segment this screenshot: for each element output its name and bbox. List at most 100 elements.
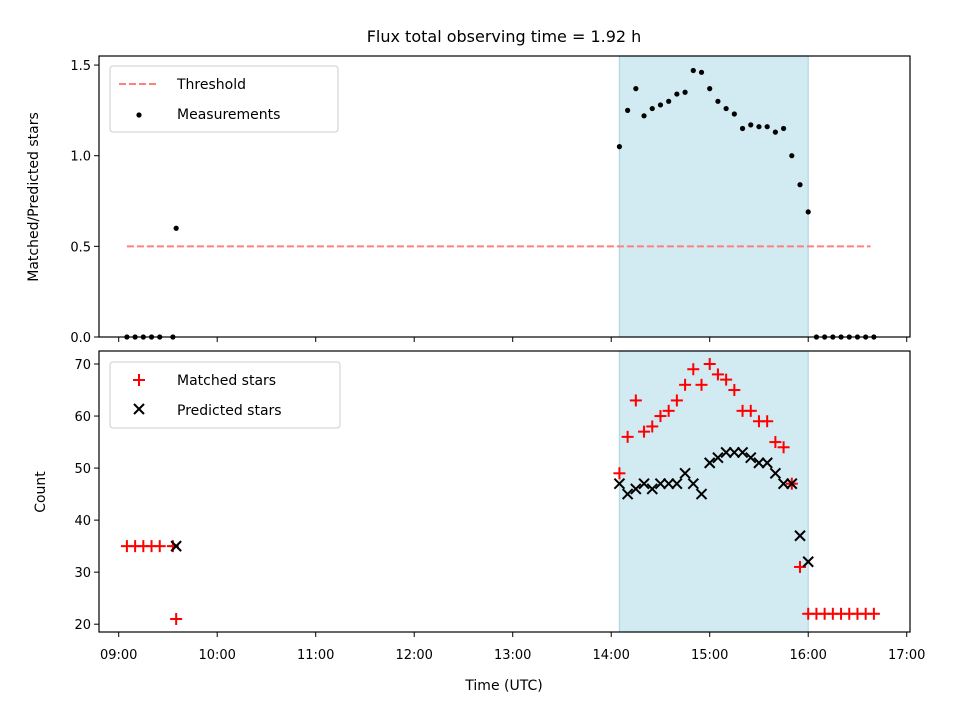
bottom-y-axis-label: Count (33, 471, 49, 513)
predicted-star-point (753, 457, 765, 469)
predicted-star-point (646, 483, 658, 495)
predicted-star-point (736, 446, 749, 459)
predicted-star-point (761, 457, 773, 469)
measurement-point (764, 124, 770, 130)
observing-window-span (618, 350, 809, 633)
top-x-ticks (118, 337, 908, 342)
legend-predicted-swatch (133, 403, 145, 415)
measurement-point (772, 129, 778, 135)
x-tick-label: 09:00 (100, 648, 137, 663)
legend-matched-label: Matched stars (177, 373, 276, 389)
measurement-point (780, 125, 787, 132)
predicted-star-point (687, 477, 700, 490)
bottom-shaded-span (618, 350, 809, 633)
chart-title: Flux total observing time = 1.92 h (367, 27, 642, 46)
predicted-star-point (777, 477, 790, 490)
y-tick-label: 40 (74, 514, 91, 529)
bottom-x-ticks: 09:00 10:00 11:00 12:00 13:00 14:00 15:00 16:00… (100, 632, 925, 663)
y-tick-label: 60 (74, 410, 91, 425)
top-axes-frame (98, 55, 911, 338)
bottom-y-ticks: 20 30 40 50 60 70 (74, 358, 99, 633)
predicted-star-point (769, 467, 782, 479)
predicted-star-point (671, 477, 683, 490)
matched-star-point (867, 607, 880, 620)
predicted-star-point (794, 530, 806, 542)
matched-stars-series (120, 358, 880, 625)
x-tick-label: 12:00 (395, 648, 432, 663)
matched-star-point (654, 410, 667, 423)
top-panel: Flux total observing time = 1.92 h 0.00.… (26, 27, 911, 346)
x-axis-label: Time (UTC) (464, 678, 542, 694)
top-shaded-span (618, 55, 809, 338)
matched-star-point (638, 425, 651, 438)
observing-window-span (618, 55, 809, 338)
matched-star-point (777, 441, 790, 454)
y-tick-label: 1.5 (70, 59, 91, 74)
x-tick-label: 11:00 (297, 648, 334, 663)
x-tick-label: 13:00 (494, 648, 531, 663)
legend-measurements-label: Measurements (177, 107, 280, 123)
measurement-point (748, 122, 754, 128)
top-legend: Threshold Measurements (109, 65, 339, 133)
matched-star-point (744, 404, 757, 417)
matched-star-point (711, 368, 724, 381)
predicted-star-point (786, 477, 798, 490)
predicted-star-point (728, 446, 741, 459)
top-y-ticks: 0.0 0.5 1.0 1.5 (70, 59, 99, 346)
bottom-legend: Matched stars Predicted stars (109, 361, 341, 429)
measurement-point (616, 144, 623, 150)
matched-star-point (687, 363, 700, 376)
top-y-axis-label: Matched/Predicted stars (26, 112, 42, 282)
predicted-star-point (720, 446, 732, 459)
matched-star-point (761, 415, 774, 428)
measurement-point (805, 209, 811, 215)
bottom-panel: 20 30 40 50 60 70 09:00 10:00 11:00 12:00 13:00 14… (33, 350, 925, 694)
measurement-point (666, 98, 672, 104)
measurement-point (625, 107, 631, 113)
y-tick-label: 0.5 (70, 240, 91, 255)
predicted-star-point (745, 451, 757, 464)
measurement-point (707, 86, 713, 92)
predicted-star-point (802, 556, 814, 568)
measurement-point (173, 225, 179, 231)
measurement-point (698, 69, 705, 75)
matched-star-point (670, 394, 683, 407)
measurements-series (124, 67, 877, 340)
matched-star-point (153, 540, 166, 553)
matched-star-point (646, 420, 659, 433)
measurement-point (739, 125, 746, 132)
y-tick-label: 1.0 (70, 150, 91, 165)
predicted-star-point (695, 488, 708, 500)
measurement-point (789, 153, 795, 159)
x-tick-label: 10:00 (198, 648, 235, 663)
predicted-star-point (712, 451, 724, 464)
measurement-point (715, 98, 721, 104)
measurement-point (756, 124, 762, 130)
measurement-point (657, 102, 664, 108)
matched-star-point (679, 378, 692, 391)
matched-star-point (695, 378, 708, 391)
y-tick-label: 20 (74, 618, 91, 633)
y-tick-label: 70 (74, 358, 91, 373)
x-tick-label: 15:00 (691, 648, 728, 663)
predicted-star-point (170, 540, 182, 552)
predicted-star-point (662, 477, 675, 490)
predicted-star-point (638, 477, 650, 490)
x-tick-label: 17:00 (888, 648, 925, 663)
matched-star-point (613, 467, 626, 480)
predicted-star-point (704, 457, 716, 469)
y-tick-label: 50 (74, 462, 91, 477)
measurement-point (682, 89, 688, 95)
matched-star-point (662, 404, 675, 417)
measurement-point (641, 113, 647, 119)
measurement-point (649, 105, 655, 112)
predicted-star-point (621, 488, 634, 500)
measurement-point (633, 86, 639, 92)
matched-star-point (170, 612, 183, 625)
legend-measurements-swatch (136, 112, 142, 118)
measurement-point (731, 111, 737, 117)
matched-star-point (728, 384, 741, 397)
legend-matched-swatch (133, 374, 145, 386)
legend-threshold-label: Threshold (176, 77, 246, 93)
